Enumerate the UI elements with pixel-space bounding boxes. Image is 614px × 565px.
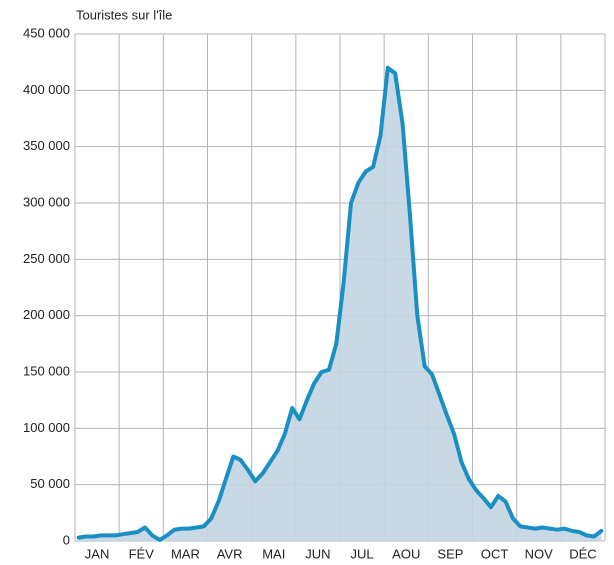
- y-tick-label: 300 000: [23, 194, 70, 209]
- x-tick-label: AOU: [392, 546, 420, 561]
- y-tick-label: 400 000: [23, 82, 70, 97]
- y-tick-label: 100 000: [23, 420, 70, 435]
- chart-title: Touristes sur l'île: [76, 7, 172, 22]
- x-tick-label: FÉV: [129, 546, 155, 561]
- y-tick-label: 50 000: [30, 476, 70, 491]
- y-tick-label: 450 000: [23, 25, 70, 40]
- x-tick-label: AVR: [217, 546, 243, 561]
- x-tick-label: MAR: [171, 546, 200, 561]
- y-tick-label: 0: [63, 532, 70, 547]
- y-tick-label: 350 000: [23, 138, 70, 153]
- x-tick-label: SEP: [437, 546, 463, 561]
- x-tick-label: JAN: [85, 546, 110, 561]
- x-tick-label: JUL: [351, 546, 374, 561]
- y-tick-label: 250 000: [23, 251, 70, 266]
- line: [76, 65, 604, 542]
- x-tick-label: DÉC: [569, 546, 596, 561]
- y-tick-label: 150 000: [23, 363, 70, 378]
- y-tick-label: 200 000: [23, 307, 70, 322]
- x-tick-label: NOV: [525, 546, 554, 561]
- x-tick-label: MAI: [262, 546, 285, 561]
- x-tick-label: OCT: [481, 546, 509, 561]
- area: [78, 67, 602, 542]
- x-tick-label: JUN: [305, 546, 330, 561]
